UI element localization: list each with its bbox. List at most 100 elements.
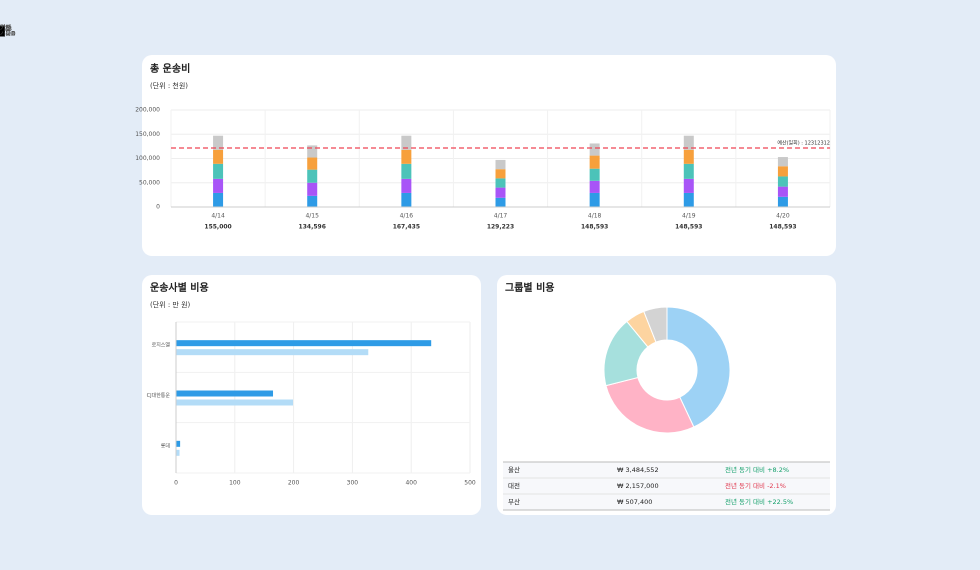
bar (176, 340, 432, 347)
y-tick-label: 0 (156, 204, 160, 211)
x-tick-label: 4/15 (305, 213, 319, 220)
legend-label: 그룹A (0, 31, 16, 38)
legend-label: 기타 (0, 25, 12, 33)
legend-label: 울산 (0, 25, 12, 33)
bar-segment (589, 168, 600, 181)
table-cell: 전년 동기 대비 +22.5% (725, 497, 793, 506)
x-tick-label: 200 (288, 480, 300, 487)
bar (176, 390, 274, 397)
y-tick-label: 롯데 (161, 442, 171, 449)
donut-slice (605, 376, 695, 434)
x-tick-label: 500 (464, 480, 476, 487)
table-cell: 울산 (508, 465, 520, 474)
legend-label: B2B (0, 26, 12, 33)
bar-segment (777, 186, 788, 197)
bar-segment (777, 157, 788, 167)
legend-label: 그룹D (0, 31, 16, 38)
bar-segment (307, 157, 318, 170)
total-label: 167,435 (393, 224, 420, 231)
bar-segment (213, 163, 224, 179)
bar-segment (213, 149, 224, 164)
bar-segment (307, 145, 318, 158)
x-tick-label: 4/18 (588, 213, 602, 220)
x-tick-label: 4/19 (682, 213, 696, 220)
y-tick-label: 50,000 (139, 179, 160, 186)
bar-segment (683, 192, 694, 207)
bar-segment (495, 187, 506, 198)
bar-segment (307, 182, 318, 196)
card-title: 그룹별 비용 (505, 281, 554, 294)
bar (176, 449, 180, 456)
legend-label: 전년 (0, 24, 11, 32)
bar-segment (683, 178, 694, 193)
bar-segment (307, 195, 318, 207)
total-label: 148,593 (769, 224, 796, 231)
bar-segment (495, 159, 506, 170)
bar (176, 399, 294, 406)
card-title: 총 운송비 (150, 62, 190, 75)
y-tick-label: 200,000 (135, 107, 160, 114)
bar-segment (777, 196, 788, 207)
legend-label: 당해 (0, 24, 11, 32)
bar-segment (213, 178, 224, 193)
table-cell: 대전 (508, 481, 520, 490)
bar-segment (401, 192, 412, 207)
bar-segment (495, 178, 506, 188)
donut-slice (666, 306, 731, 428)
legend-label: 대전 (0, 25, 11, 33)
table-cell: 전년 동기 대비 -2.1% (725, 481, 786, 490)
table-cell: ₩ 2,157,000 (617, 482, 659, 490)
legend-swatch (0, 31, 5, 37)
bar-segment (307, 169, 318, 183)
bar-segment (777, 166, 788, 177)
total-label: 148,593 (675, 224, 702, 231)
total-label: 155,000 (204, 224, 231, 231)
donut-slice (643, 306, 668, 343)
bar-segment (589, 192, 600, 207)
y-tick-label: 로지스엘 (152, 342, 171, 349)
legend-label: 기타 (0, 30, 12, 38)
card-subtitle: (단위 : 만 원) (150, 300, 191, 309)
bar-segment (401, 178, 412, 193)
y-tick-label: CJ대한통운 (147, 392, 171, 399)
card (142, 275, 481, 515)
x-tick-label: 400 (405, 480, 417, 487)
card (497, 275, 836, 515)
table-cell: 부산 (508, 497, 520, 506)
x-tick-label: 0 (174, 480, 178, 487)
bar-segment (683, 149, 694, 164)
table-bg (503, 462, 830, 510)
bar-segment (777, 176, 788, 187)
legend-label: 그룹C (0, 31, 15, 38)
bar (176, 440, 181, 447)
bar-segment (589, 143, 600, 156)
bar-segment (401, 149, 412, 164)
bar-segment (683, 163, 694, 179)
table-cell: 전년 동기 대비 +8.2% (725, 465, 789, 474)
bar-segment (213, 192, 224, 207)
bar (176, 349, 369, 356)
x-tick-label: 4/16 (400, 213, 414, 220)
legend-swatch (0, 26, 5, 32)
bar-segment (589, 180, 600, 193)
table-cell: ₩ 507,400 (617, 498, 652, 506)
total-label: 148,593 (581, 224, 608, 231)
x-tick-label: 100 (229, 480, 241, 487)
card-subtitle: (단위 : 천원) (150, 81, 188, 90)
bar-segment (589, 155, 600, 169)
bar-segment (213, 135, 224, 150)
x-tick-label: 4/17 (494, 213, 508, 220)
y-tick-label: 100,000 (135, 155, 160, 162)
reference-label: 예산(일회) : 12312312 (777, 140, 830, 147)
y-tick-label: 150,000 (135, 131, 160, 138)
total-label: 134,596 (299, 224, 326, 231)
bar-segment (401, 163, 412, 179)
legend-label: 그룹B (0, 31, 15, 38)
bar-segment (683, 135, 694, 150)
table-cell: ₩ 3,484,552 (617, 466, 659, 474)
bar-segment (495, 169, 506, 179)
legend-label: 부산 (0, 25, 12, 33)
bar-segment (495, 197, 506, 207)
total-label: 129,223 (487, 224, 514, 231)
x-tick-label: 4/20 (776, 213, 790, 220)
